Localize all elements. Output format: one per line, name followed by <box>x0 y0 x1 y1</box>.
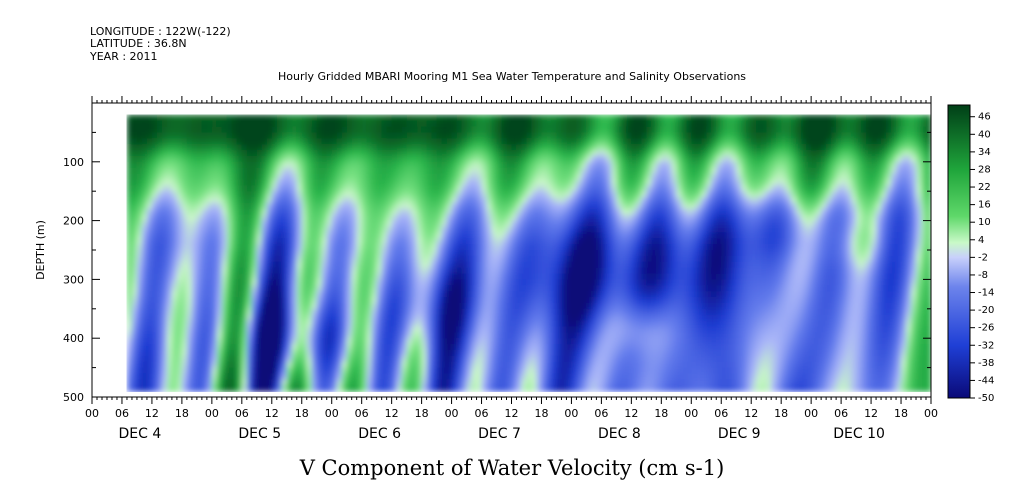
colorbar-label: 4 <box>978 235 984 246</box>
x-hour-label: 12 <box>505 407 519 420</box>
x-hour-label: 00 <box>924 407 938 420</box>
colorbar-label: -32 <box>978 340 994 351</box>
x-hour-label: 18 <box>295 407 309 420</box>
header-longitude: LONGITUDE : 122W(-122) <box>90 25 231 38</box>
x-hour-label: 00 <box>684 407 698 420</box>
x-hour-label: 18 <box>534 407 548 420</box>
x-hour-label: 06 <box>834 407 848 420</box>
colorbar-label: -20 <box>978 305 994 316</box>
x-day-label: DEC 9 <box>718 426 761 442</box>
x-hour-label: 12 <box>744 407 758 420</box>
colorbar-label: 10 <box>978 217 991 228</box>
colorbar-label: -2 <box>978 252 988 263</box>
colorbar-label: 28 <box>978 164 991 175</box>
x-hour-label: 12 <box>145 407 159 420</box>
colorbar-label: -38 <box>978 358 994 369</box>
y-tick-label: 400 <box>63 332 84 345</box>
colorbar-label: 40 <box>978 129 991 140</box>
x-day-label: DEC 5 <box>238 426 281 442</box>
x-hour-label: 18 <box>894 407 908 420</box>
colorbar-label: 34 <box>978 147 991 158</box>
velocity-field <box>92 103 931 397</box>
colorbar-label: 16 <box>978 200 991 211</box>
x-hour-label: 12 <box>864 407 878 420</box>
x-hour-label: 18 <box>774 407 788 420</box>
x-hour-label: 18 <box>175 407 189 420</box>
x-hour-label: 00 <box>85 407 99 420</box>
colorbar-label: -8 <box>978 270 988 281</box>
chart-title: Hourly Gridded MBARI Mooring M1 Sea Wate… <box>278 70 746 83</box>
y-axis-label: DEPTH (m) <box>34 220 47 280</box>
header-year: YEAR : 2011 <box>89 50 158 63</box>
colorbar: 46 40 34 28 22 16 10 4 -2 -8 -14 -20 -26 -32 -38 -44 -50 <box>947 104 994 404</box>
y-tick-label: 100 <box>63 156 84 169</box>
x-hour-label: 00 <box>205 407 219 420</box>
x-axis-title: V Component of Water Velocity (cm s-1) <box>299 456 725 480</box>
y-tick-label: 500 <box>63 391 84 404</box>
x-hour-label: 00 <box>325 407 339 420</box>
colorbar-label: -26 <box>978 323 994 334</box>
y-tick-label: 300 <box>63 273 84 286</box>
x-hour-label: 00 <box>564 407 578 420</box>
x-hour-label: 00 <box>804 407 818 420</box>
x-hour-label: 12 <box>624 407 638 420</box>
colorbar-scale <box>947 104 971 399</box>
colorbar-label: -44 <box>978 375 994 386</box>
x-day-label: DEC 7 <box>478 426 521 442</box>
x-hour-label: 06 <box>235 407 249 420</box>
x-hour-label: 06 <box>475 407 489 420</box>
x-hour-label: 06 <box>115 407 129 420</box>
x-day-label: DEC 8 <box>598 426 641 442</box>
colorbar-label: -50 <box>978 393 994 404</box>
y-tick-label: 200 <box>63 215 84 228</box>
x-day-label: DEC 10 <box>833 426 885 442</box>
colorbar-label: 46 <box>978 112 991 123</box>
x-hour-label: 12 <box>385 407 399 420</box>
x-day-label: DEC 4 <box>119 426 162 442</box>
x-hour-label: 00 <box>445 407 459 420</box>
x-hour-label: 06 <box>594 407 608 420</box>
colorbar-label: -14 <box>978 288 994 299</box>
x-day-label: DEC 6 <box>358 426 401 442</box>
colorbar-label: 22 <box>978 182 991 193</box>
x-hour-label: 06 <box>355 407 369 420</box>
x-hour-label: 12 <box>265 407 279 420</box>
x-hour-label: 06 <box>714 407 728 420</box>
x-hour-label: 18 <box>415 407 429 420</box>
x-hour-label: 18 <box>654 407 668 420</box>
header-latitude: LATITUDE : 36.8N <box>90 37 187 50</box>
